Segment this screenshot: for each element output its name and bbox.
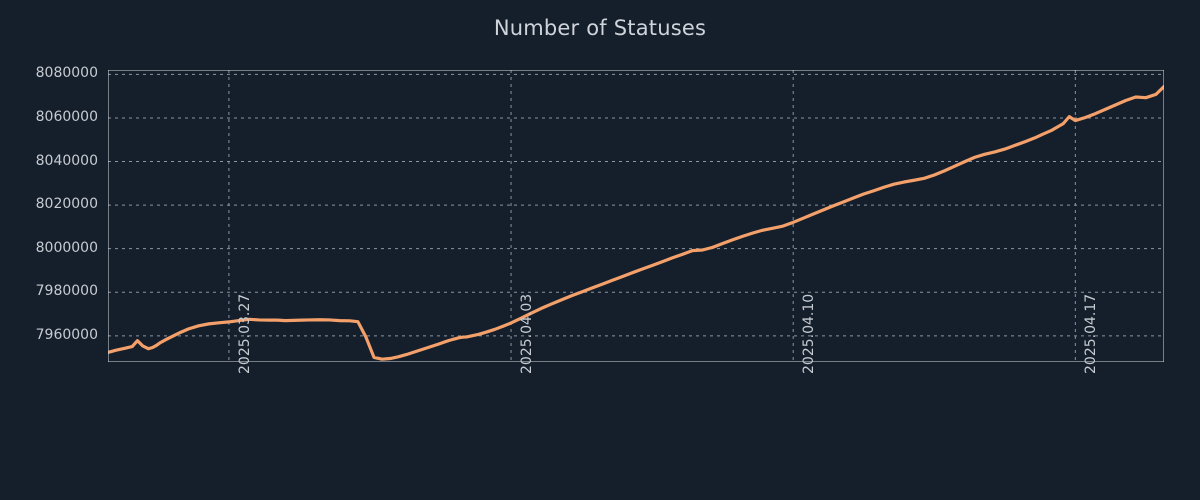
y-axis-tick-label: 8000000 bbox=[35, 239, 98, 256]
y-axis-tick-label: 8020000 bbox=[35, 196, 98, 213]
y-axis-tick-label: 8080000 bbox=[35, 65, 98, 82]
plot-area bbox=[108, 70, 1164, 362]
x-axis-tick-label: 2025.04.03 bbox=[519, 293, 536, 374]
y-axis-tick-label: 8060000 bbox=[35, 108, 98, 125]
data-series-line bbox=[108, 84, 1164, 361]
x-axis-tick-label: 2025.03.27 bbox=[236, 293, 253, 374]
chart-title: Number of Statuses bbox=[493, 16, 707, 40]
y-axis-tick-label: 7960000 bbox=[35, 326, 98, 343]
series-lines bbox=[108, 84, 1164, 361]
y-axis-tick-label: 7980000 bbox=[35, 283, 98, 300]
x-axis-tick-label: 2025.04.10 bbox=[801, 293, 818, 374]
grid-lines bbox=[108, 70, 1164, 362]
line-chart-svg bbox=[108, 70, 1164, 362]
y-axis-tick-labels: 7960000 7980000 8000000 8020000 8040000 80600… bbox=[0, 0, 98, 500]
y-axis-tick-label: 8040000 bbox=[35, 152, 98, 169]
x-axis-tick-label: 2025.04.17 bbox=[1083, 293, 1100, 374]
